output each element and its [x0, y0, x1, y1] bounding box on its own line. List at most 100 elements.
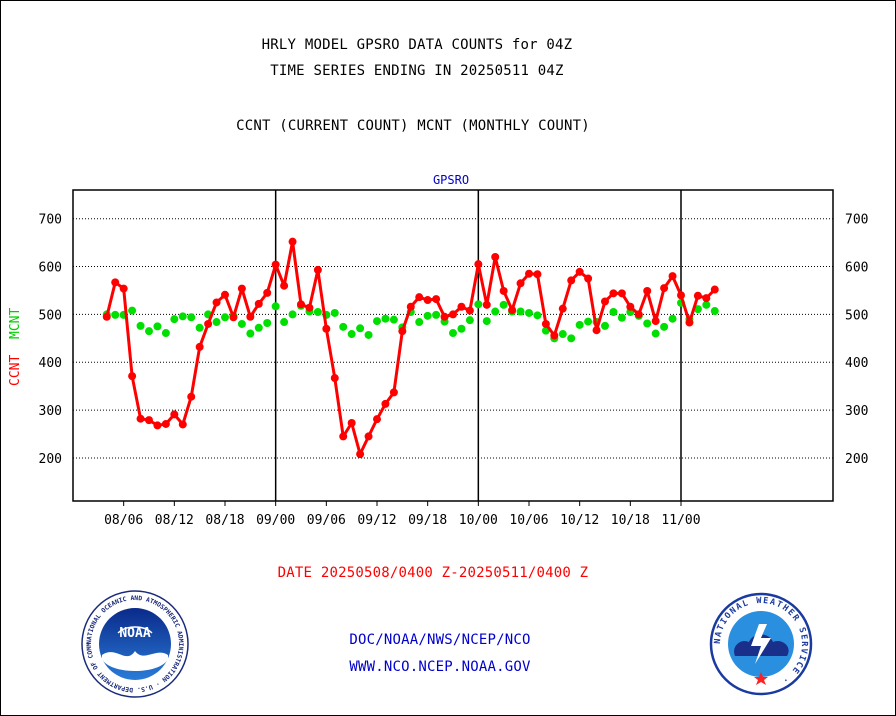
- mcnt-point: [558, 330, 567, 339]
- x-tick-label: 09/06: [307, 513, 346, 528]
- x-tick-label: 11/00: [661, 513, 700, 528]
- mcnt-point: [136, 321, 145, 330]
- y-tick-label-left: 600: [39, 261, 62, 276]
- ccnt-point: [373, 415, 381, 424]
- ccnt-point: [229, 313, 238, 322]
- ccnt-point: [161, 419, 170, 428]
- mcnt-point: [432, 310, 441, 319]
- ccnt-point: [347, 419, 356, 428]
- ccnt-point: [440, 312, 449, 321]
- ccnt-point: [643, 286, 652, 295]
- chart-plot-title: GPSRO: [433, 173, 469, 187]
- mcnt-point: [263, 319, 272, 328]
- ccnt-point: [550, 331, 559, 340]
- mcnt-point: [693, 305, 702, 314]
- ccnt-point: [651, 317, 660, 326]
- mcnt-point: [668, 314, 677, 323]
- mcnt-point: [516, 307, 525, 316]
- ccnt-point: [626, 302, 635, 311]
- ccnt-point: [398, 327, 407, 336]
- x-tick-label: 10/18: [611, 513, 650, 528]
- ccnt-point: [297, 300, 305, 309]
- ccnt-point: [221, 290, 229, 299]
- ccnt-point: [482, 300, 491, 309]
- mcnt-point: [288, 310, 297, 319]
- mcnt-point: [161, 329, 170, 338]
- y-tick-label-left: 700: [39, 213, 62, 228]
- mcnt-point: [313, 308, 322, 317]
- ccnt-point: [558, 304, 567, 313]
- ccnt-point: [567, 276, 576, 285]
- ccnt-point: [584, 274, 593, 283]
- website-link[interactable]: WWW.NCO.NCEP.NOAA.GOV: [349, 659, 531, 675]
- mcnt-point: [525, 308, 533, 317]
- ccnt-point: [415, 293, 424, 302]
- mcnt-point: [254, 323, 263, 332]
- mcnt-point: [609, 308, 618, 317]
- mcnt-point: [465, 316, 474, 325]
- y-tick-label-right: 400: [845, 356, 868, 371]
- y-tick-label-left: 500: [39, 308, 62, 323]
- mcnt-point: [221, 313, 229, 322]
- y-tick-label-left: 400: [39, 356, 62, 371]
- ccnt-point: [305, 303, 314, 312]
- ccnt-point: [364, 432, 373, 441]
- gpsro-chart: GPSRO 200 300 400 500 600 700 200 300 400 500 600…: [8, 173, 868, 528]
- ccnt-point: [322, 324, 331, 333]
- mcnt-point: [567, 334, 576, 343]
- y-tick-label-right: 300: [845, 404, 868, 419]
- mcnt-point: [533, 311, 542, 320]
- mcnt-point: [145, 327, 153, 336]
- y-tick-label-right: 500: [845, 308, 868, 323]
- ccnt-point: [432, 295, 441, 304]
- ccnt-point: [237, 284, 246, 293]
- mcnt-point: [499, 300, 508, 309]
- mcnt-point: [702, 300, 711, 309]
- mcnt-point: [347, 330, 356, 339]
- y-tick-label-left: 300: [39, 404, 62, 419]
- ccnt-point: [693, 291, 702, 300]
- ccnt-point: [254, 299, 263, 308]
- ccnt-point: [136, 414, 145, 423]
- x-tick-label: 08/06: [104, 513, 143, 528]
- ccnt-point: [423, 296, 432, 305]
- x-axis: 08/06 08/12 08/18 09/00 09/06 09/12 09/18 10/00…: [104, 501, 701, 528]
- y-tick-label-right: 700: [845, 213, 868, 228]
- ccnt-point: [389, 388, 398, 397]
- mcnt-point: [575, 320, 584, 329]
- chart-title-line-1: HRLY MODEL GPSRO DATA COUNTS for 04Z: [261, 37, 573, 53]
- ccnt-point: [356, 450, 365, 459]
- x-tick-label: 09/12: [357, 513, 396, 528]
- ccnt-point: [575, 267, 584, 276]
- x-tick-label: 08/18: [205, 513, 244, 528]
- ccnt-point: [601, 297, 609, 306]
- mcnt-point: [195, 323, 204, 332]
- noaa-logo-text: NOAA: [119, 626, 150, 641]
- plot-border: [72, 189, 834, 502]
- x-tick-label: 09/00: [256, 513, 295, 528]
- mcnt-point: [111, 310, 120, 319]
- mcnt-point: [373, 317, 381, 326]
- ccnt-point: [204, 319, 213, 328]
- ccnt-point: [339, 432, 348, 441]
- mcnt-point: [584, 317, 593, 326]
- ccnt-point: [710, 285, 719, 294]
- ccnt-point: [609, 289, 618, 298]
- ccnt-point: [119, 284, 128, 293]
- ccnt-point: [533, 270, 542, 279]
- mcnt-point: [128, 306, 137, 315]
- mcnt-point: [364, 330, 373, 339]
- ccnt-point: [406, 302, 415, 311]
- ccnt-point: [145, 416, 153, 425]
- mcnt-point: [237, 319, 246, 328]
- ccnt-point: [170, 410, 179, 419]
- mcnt-point: [280, 318, 289, 327]
- mcnt-point: [449, 329, 457, 338]
- chart-title-line-2: TIME SERIES ENDING IN 20250511 04Z: [270, 63, 564, 79]
- series-layer: [102, 237, 719, 459]
- y-axis-label-mcnt: MCNT: [8, 308, 23, 339]
- grid-lines: [73, 190, 833, 501]
- ccnt-point: [212, 298, 221, 307]
- mcnt-point: [474, 300, 483, 309]
- ccnt-point: [195, 342, 204, 351]
